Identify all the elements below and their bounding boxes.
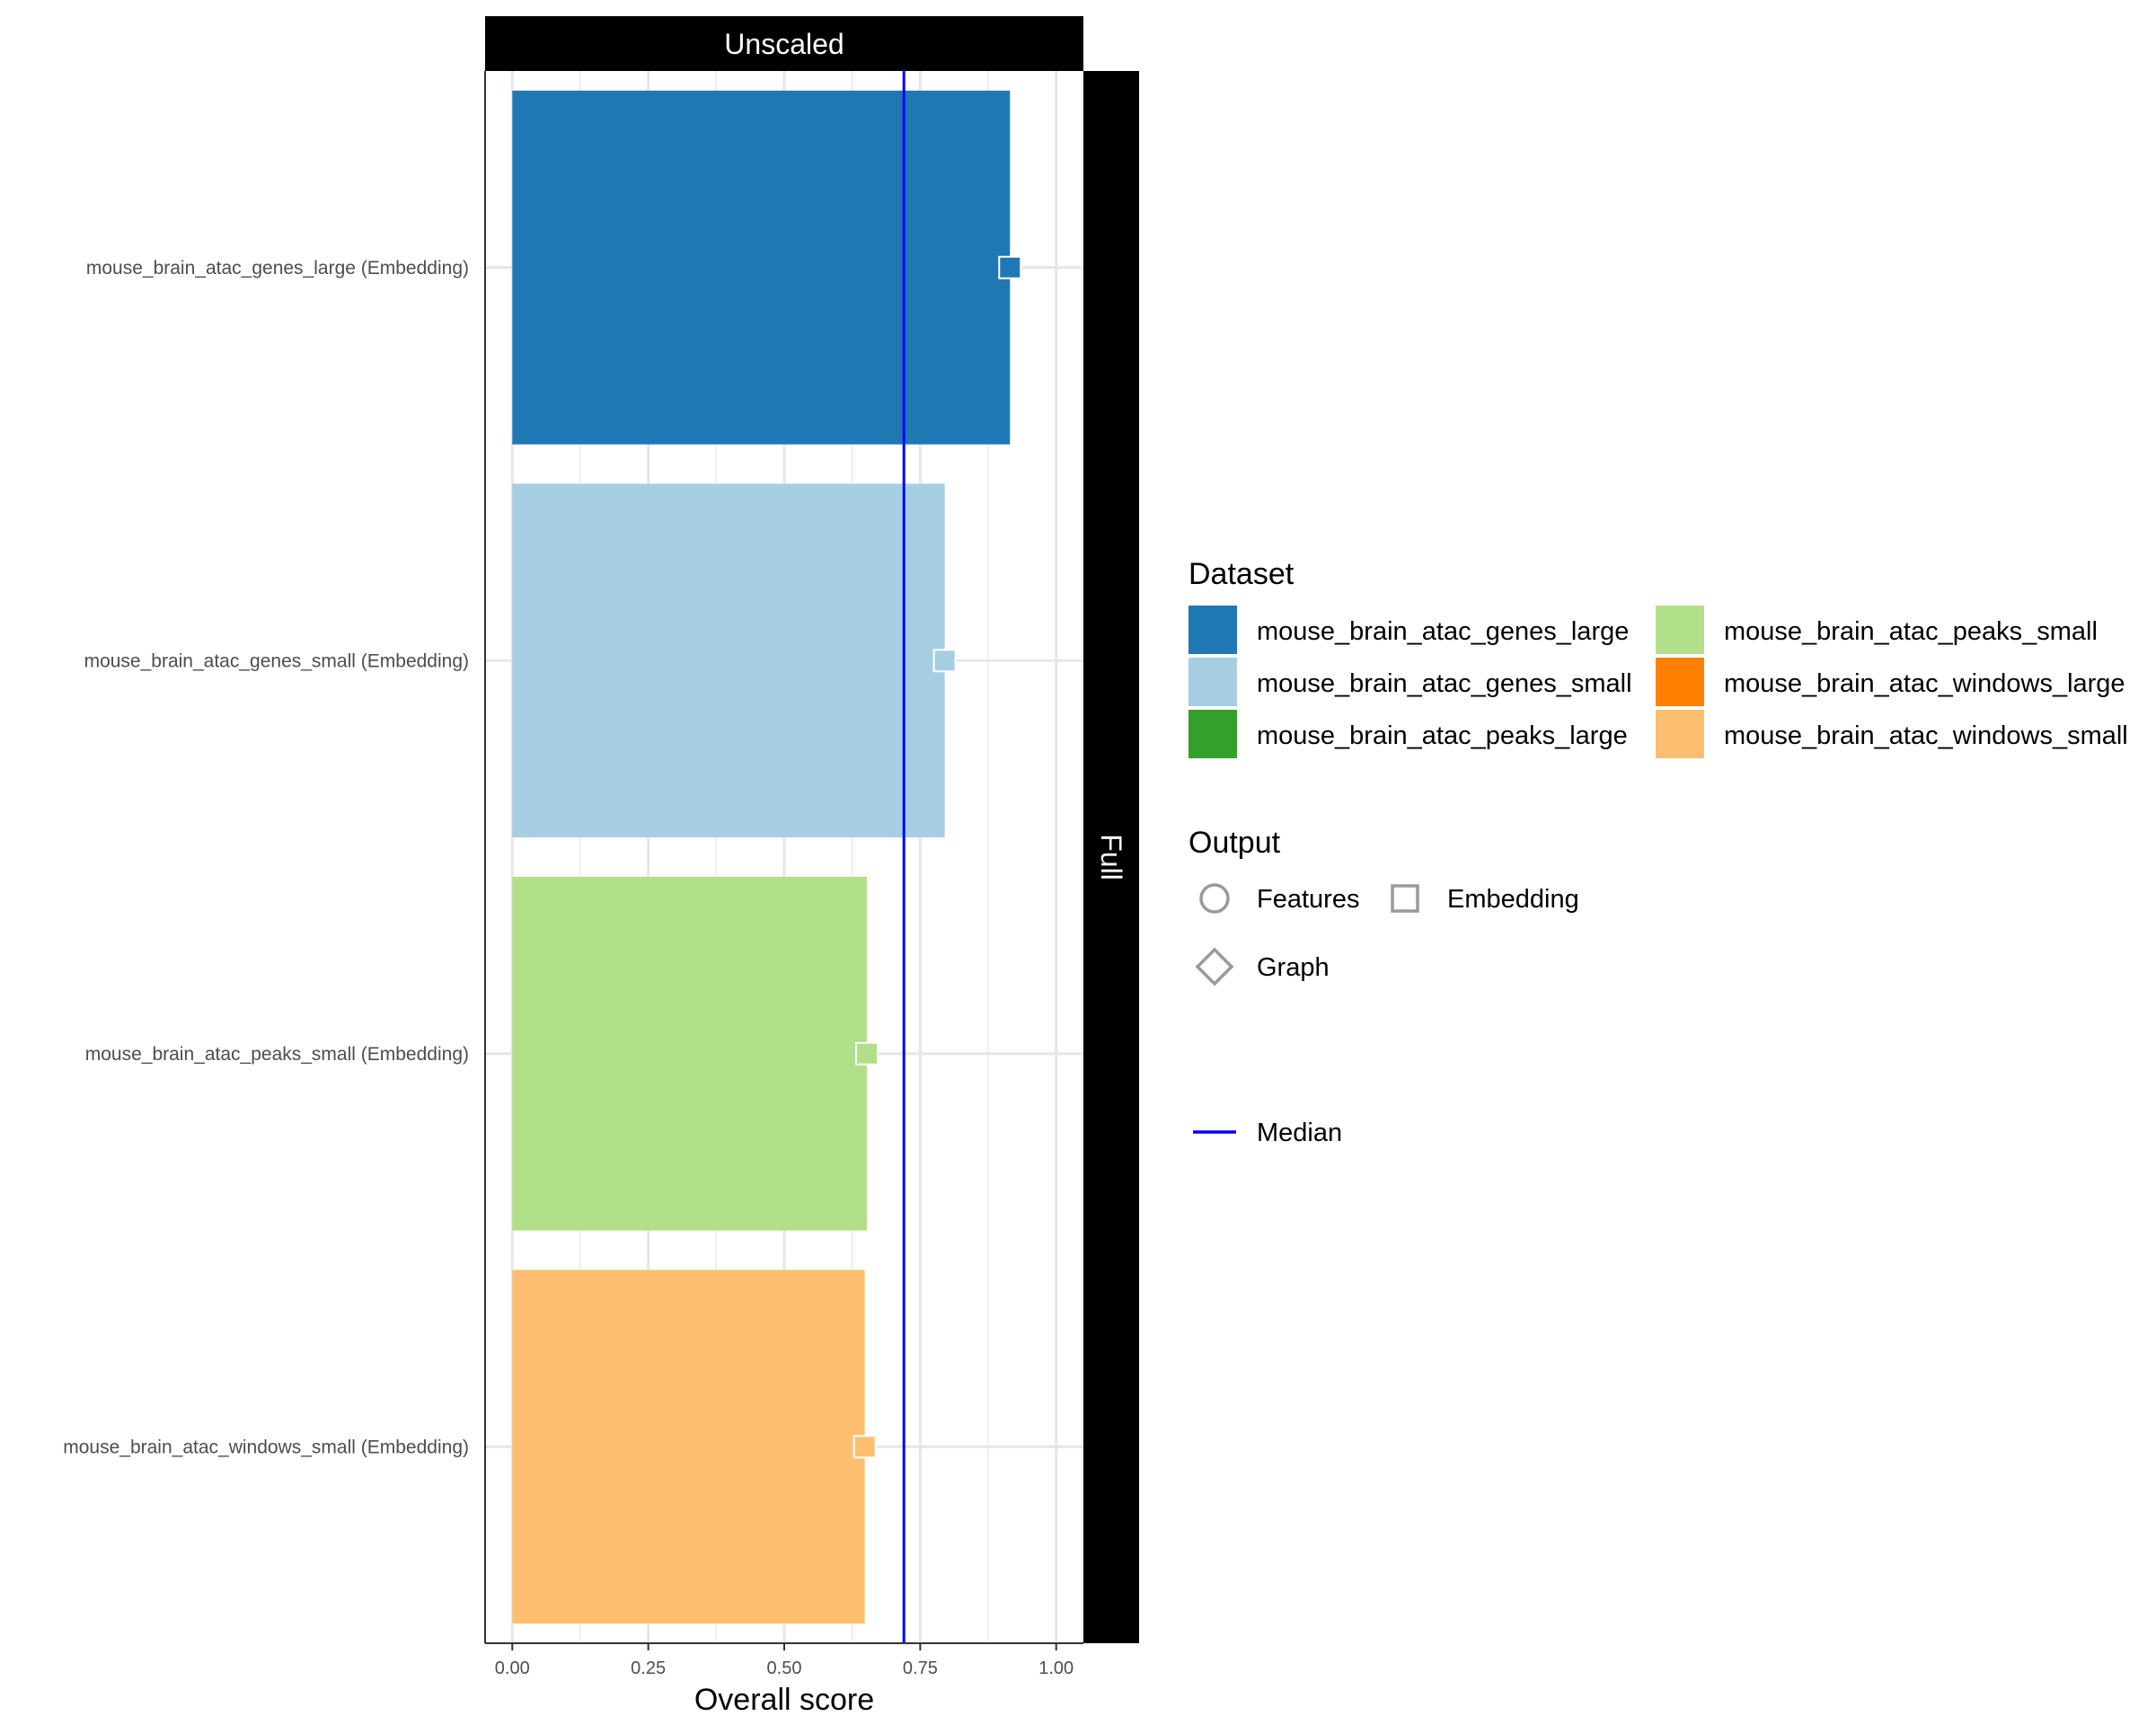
- y-tick-label: mouse_brain_atac_genes_large (Embedding): [86, 258, 469, 279]
- legend-swatch-mouse_brain_atac_genes_small: [1188, 658, 1237, 706]
- point-mouse_brain_atac_windows_small: [853, 1435, 877, 1459]
- x-tick-label: 0.50: [767, 1659, 802, 1678]
- x-tick-label: 0.25: [631, 1659, 666, 1678]
- legend-swatch-mouse_brain_atac_peaks_small: [1656, 606, 1704, 654]
- legend-output-title: Output: [1188, 826, 1281, 860]
- legend-label-mouse_brain_atac_genes_small: mouse_brain_atac_genes_small: [1257, 669, 1632, 698]
- facet-strip-top: [485, 16, 1083, 71]
- legend-swatch-mouse_brain_atac_windows_large: [1656, 658, 1704, 706]
- legend-label-mouse_brain_atac_windows_small: mouse_brain_atac_windows_small: [1724, 721, 2128, 750]
- x-axis: 0.00 0.25 0.50 0.75 1.00 Overall score: [495, 1643, 1074, 1717]
- legend-median-label: Median: [1257, 1119, 1342, 1147]
- bar-mouse_brain_atac_peaks_small: [512, 876, 868, 1231]
- facet-strip-right: [1083, 71, 1139, 1643]
- legend-label-mouse_brain_atac_genes_large: mouse_brain_atac_genes_large: [1257, 617, 1629, 646]
- facet-label-top: Unscaled: [724, 28, 844, 60]
- facet-strips: Unscaled Full: [485, 16, 1139, 1643]
- legend: Datasetmouse_brain_atac_genes_largemouse…: [1188, 557, 2128, 1147]
- point-mouse_brain_atac_genes_large: [998, 255, 1022, 279]
- legend-swatch-mouse_brain_atac_genes_large: [1188, 606, 1237, 654]
- y-tick-label: mouse_brain_atac_peaks_small (Embedding): [85, 1044, 469, 1065]
- legend-shape-square-icon: [1391, 884, 1419, 913]
- legend-dataset-title: Dataset: [1188, 557, 1294, 591]
- y-tick-label: mouse_brain_atac_genes_small (Embedding): [84, 650, 469, 671]
- bars-group: [512, 90, 1011, 1624]
- points-group: [853, 255, 1022, 1459]
- facet-label-right: Full: [1095, 834, 1127, 880]
- bar-mouse_brain_atac_genes_large: [512, 90, 1011, 445]
- y-tick-label: mouse_brain_atac_windows_small (Embeddin…: [63, 1437, 469, 1457]
- legend-label-mouse_brain_atac_windows_large: mouse_brain_atac_windows_large: [1724, 669, 2125, 698]
- x-tick-label: 0.75: [903, 1659, 938, 1678]
- x-tick-label: 1.00: [1038, 1659, 1074, 1678]
- point-mouse_brain_atac_peaks_small: [855, 1041, 879, 1066]
- y-tick-labels: mouse_brain_atac_genes_large (Embedding)…: [63, 258, 469, 1458]
- x-tick-label: 0.00: [495, 1659, 530, 1678]
- legend-output-label-Embedding: Embedding: [1447, 885, 1579, 914]
- legend-output-label-Features: Features: [1257, 885, 1359, 914]
- bar-mouse_brain_atac_windows_small: [512, 1269, 865, 1624]
- legend-swatch-mouse_brain_atac_peaks_large: [1188, 710, 1237, 758]
- legend-swatch-mouse_brain_atac_windows_small: [1656, 710, 1704, 758]
- point-mouse_brain_atac_genes_small: [932, 649, 957, 673]
- legend-shape-circle-icon: [1199, 883, 1230, 914]
- legend-label-mouse_brain_atac_peaks_small: mouse_brain_atac_peaks_small: [1724, 617, 2098, 646]
- x-axis-title: Overall score: [694, 1683, 874, 1717]
- legend-label-mouse_brain_atac_peaks_large: mouse_brain_atac_peaks_large: [1257, 721, 1628, 750]
- legend-shape-diamond-icon: [1195, 947, 1234, 986]
- bar-mouse_brain_atac_genes_small: [512, 483, 945, 838]
- legend-output-label-Graph: Graph: [1257, 953, 1330, 982]
